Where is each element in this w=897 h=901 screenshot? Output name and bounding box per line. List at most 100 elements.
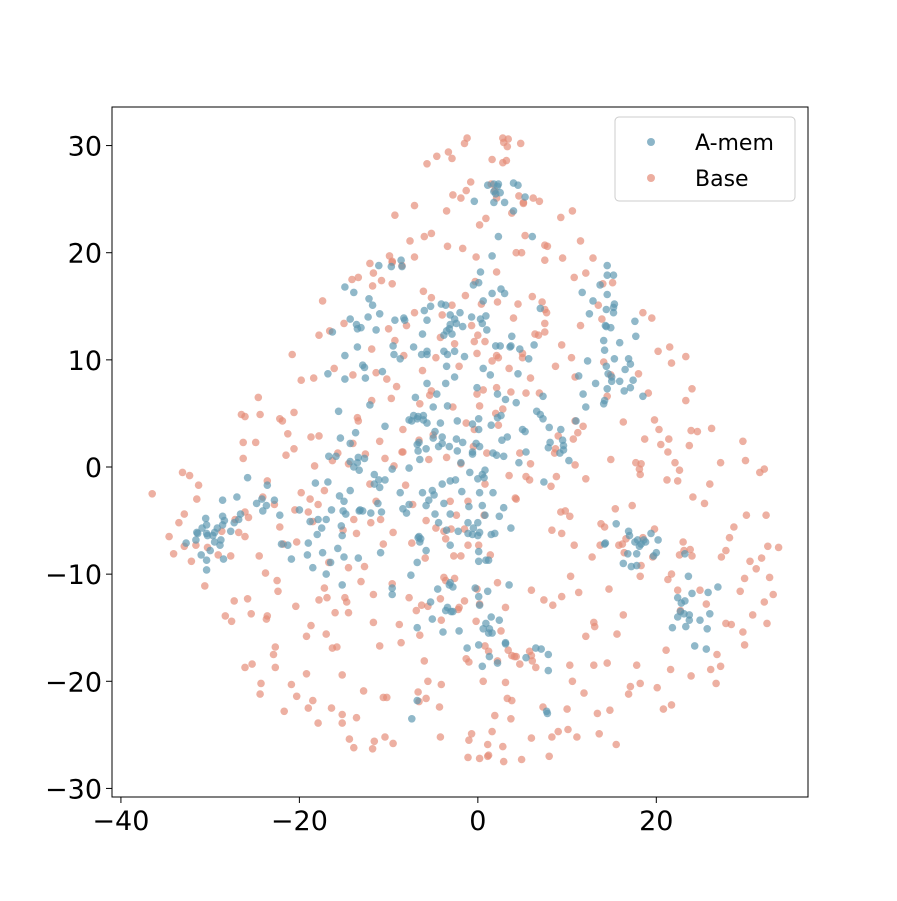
point-base [399,425,407,434]
point-base [271,643,280,651]
point-base [693,427,702,436]
point-base [391,211,399,219]
point-a-mem [182,539,190,547]
point-a-mem [471,584,480,592]
point-a-mem [337,522,346,530]
point-a-mem [498,436,506,445]
point-base [541,256,549,265]
point-base [475,402,484,410]
point-base [746,557,754,566]
point-base [673,586,682,594]
point-base [595,730,603,738]
point-a-mem [489,449,497,457]
point-base [292,602,300,611]
point-base [557,529,566,538]
point-base [193,495,201,503]
legend-box [614,116,796,202]
point-a-mem [493,659,502,667]
point-base [566,572,575,581]
point-base [462,419,471,427]
point-base [448,154,456,163]
point-base [552,472,561,481]
point-base [234,528,243,537]
point-base [532,663,540,672]
point-base [460,139,469,148]
point-base [381,454,389,463]
point-base [201,582,209,590]
point-base [538,298,546,306]
point-base [243,595,252,603]
point-base [685,441,694,450]
legend-marker-base [647,174,655,182]
point-a-mem [475,528,484,537]
point-base [576,321,585,330]
point-a-mem [603,385,611,393]
point-base [372,368,380,377]
point-a-mem [684,572,693,581]
point-base [432,353,440,362]
point-base [475,221,484,229]
point-base [742,511,751,519]
point-a-mem [603,271,611,280]
point-a-mem [318,548,327,557]
point-a-mem [474,425,483,434]
point-a-mem [466,468,474,477]
point-a-mem [431,510,439,518]
y-tick-label: −30 [45,774,102,805]
point-base [472,253,480,261]
point-a-mem [408,715,416,723]
point-base [441,535,450,543]
point-base [192,541,200,549]
point-base [687,426,695,435]
point-a-mem [415,438,423,447]
point-base [323,593,331,602]
point-a-mem [346,315,355,323]
point-base [687,672,695,680]
point-a-mem [507,342,515,350]
point-base [551,362,560,371]
point-base [465,658,473,666]
point-base [682,396,690,405]
point-a-mem [219,555,228,563]
point-a-mem [487,613,496,621]
point-base [636,572,644,581]
point-a-mem [515,458,523,467]
point-base [541,241,549,249]
point-base [568,207,577,215]
point-a-mem [589,297,597,305]
point-base [292,692,301,701]
point-a-mem [334,407,343,416]
y-tick-label: −10 [45,560,102,591]
point-a-mem [429,434,438,442]
point-a-mem [411,393,420,402]
point-base [169,550,178,558]
point-a-mem [468,448,477,456]
point-base [736,587,744,596]
point-base [613,630,621,638]
point-a-mem [193,528,201,537]
point-base [634,370,643,378]
point-a-mem [216,541,224,549]
point-base [493,578,502,587]
point-base [589,254,597,262]
point-a-mem [423,316,431,325]
point-base [239,438,247,447]
point-base [474,331,482,340]
point-base [507,388,515,396]
point-a-mem [490,187,498,196]
point-base [320,584,329,592]
point-base [548,526,556,534]
point-base [388,280,397,288]
point-a-mem [474,557,483,566]
point-base [419,287,428,296]
point-base [384,325,393,333]
point-a-mem [446,510,455,518]
point-base [367,345,376,353]
point-a-mem [696,616,704,624]
point-base [464,541,472,549]
point-base [582,632,590,641]
point-a-mem [487,421,496,430]
point-base [276,523,284,531]
point-a-mem [419,416,428,424]
point-a-mem [458,322,467,331]
